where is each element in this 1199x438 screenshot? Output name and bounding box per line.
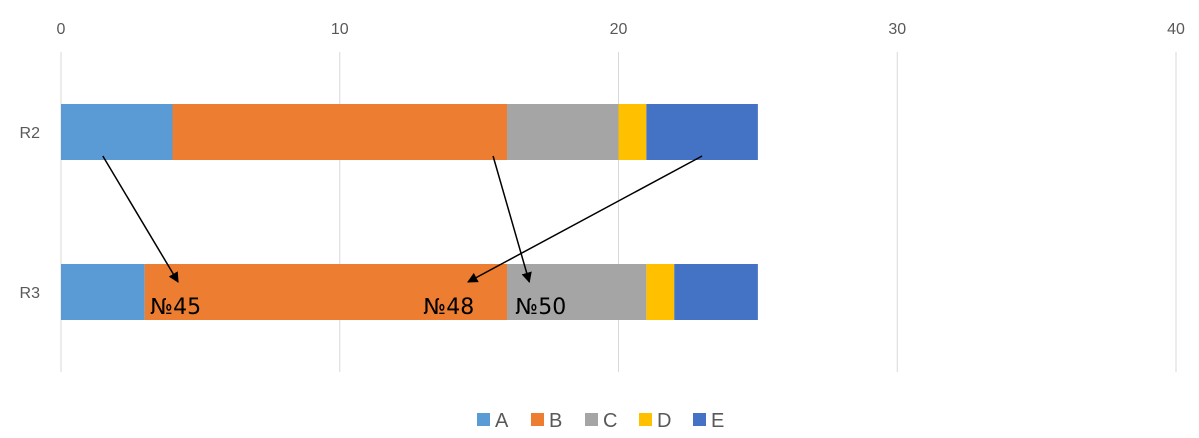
bar-r3-e (674, 264, 758, 320)
bar-r3-b (144, 264, 507, 320)
legend-swatch-a (477, 413, 490, 426)
legend-swatch-d (639, 413, 652, 426)
legend-label-a: A (495, 410, 509, 432)
x-tick-label: 10 (331, 21, 349, 38)
arrow-1 (102, 155, 179, 283)
bar-r2-e (646, 104, 758, 160)
bar-r2-d (618, 104, 647, 160)
legend-label-d: D (657, 410, 671, 432)
annotation-label: №48 (423, 295, 474, 320)
bar-r2-c (507, 104, 619, 160)
x-tick-label: 40 (1167, 21, 1185, 38)
annotation-label: №50 (515, 295, 566, 320)
category-labels: R2 R3 (20, 125, 41, 302)
arrows (102, 155, 703, 284)
legend-label-e: E (711, 410, 724, 432)
legend-label-c: C (603, 410, 617, 432)
bar-r2-a (61, 104, 173, 160)
annotations: №45 №48 №50 (150, 295, 566, 320)
gridlines (60, 52, 1177, 372)
bars (61, 104, 758, 320)
x-tick-label: 0 (57, 21, 66, 38)
arrow-2 (492, 155, 532, 284)
x-tick-label: 20 (610, 21, 628, 38)
x-axis-ticks: 0 10 20 30 40 (57, 21, 1185, 38)
bar-r3-d (646, 264, 675, 320)
x-tick-label: 30 (888, 21, 906, 38)
arrow-3 (467, 155, 703, 283)
legend-swatch-c (585, 413, 598, 426)
legend-swatch-e (693, 413, 706, 426)
legend-label-b: B (549, 410, 562, 432)
annotation-label: №45 (150, 295, 201, 320)
category-label-r3: R3 (20, 285, 41, 302)
legend: A B C D E (477, 410, 724, 432)
category-label-r2: R2 (20, 125, 41, 142)
legend-swatch-b (531, 413, 544, 426)
bar-r2-b (172, 104, 507, 160)
bar-r3-a (61, 264, 145, 320)
